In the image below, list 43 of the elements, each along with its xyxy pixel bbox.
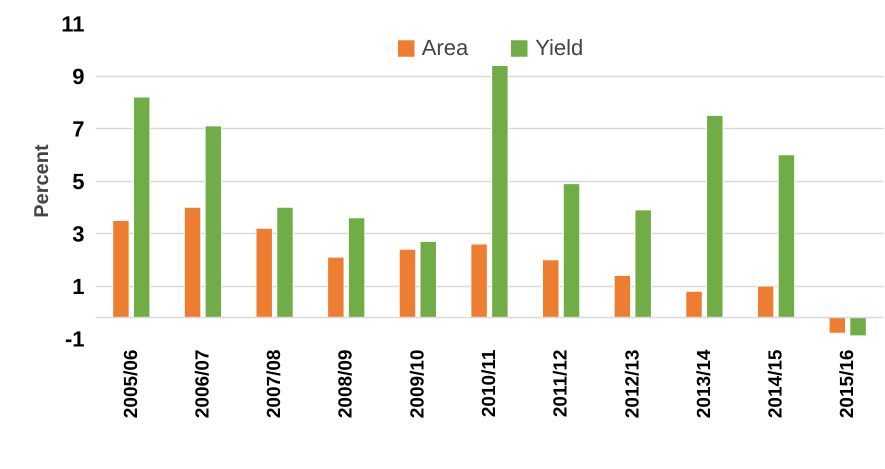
bar [327, 256, 345, 318]
x-tick-label: 2005/06 [120, 349, 142, 418]
y-tick-label: -1 [64, 326, 84, 352]
bar [348, 217, 366, 318]
x-tick-label: 2009/10 [407, 349, 428, 418]
bar [112, 220, 130, 318]
bar [542, 259, 560, 318]
legend-label: Yield [535, 35, 584, 61]
y-tick-label: 5 [72, 169, 85, 194]
bar [491, 65, 509, 318]
bar [706, 114, 724, 318]
bar [204, 125, 222, 318]
y-tick-label: 1 [72, 274, 85, 299]
bar [132, 96, 150, 318]
x-tick-label: 2010/11 [479, 349, 500, 418]
bar [420, 240, 437, 318]
bar [276, 206, 294, 318]
bar [828, 317, 846, 334]
x-tick-label: 2008/09 [336, 349, 357, 418]
x-tick-label: 2011/12 [550, 349, 572, 418]
y-tick-label: 7 [72, 116, 85, 142]
bar [614, 275, 632, 318]
bar [778, 154, 796, 318]
y-tick-label: 11 [61, 12, 85, 36]
x-tick-label: 2015/16 [837, 349, 858, 418]
y-tick-label: 9 [72, 64, 85, 89]
y-tick-label: 3 [72, 222, 85, 246]
x-tick-label: 2006/07 [192, 349, 214, 418]
bar [756, 286, 774, 318]
x-tick-label: 2014/15 [766, 349, 787, 418]
bar [184, 206, 202, 318]
bar [685, 290, 703, 318]
x-tick-label: 2007/08 [264, 349, 286, 418]
bar [255, 228, 273, 318]
bar [470, 244, 488, 318]
y-axis-title: Percent [31, 144, 54, 218]
bar [849, 317, 867, 336]
bar [634, 209, 652, 318]
legend-label: Area [422, 35, 468, 61]
bar [562, 183, 580, 318]
bar [398, 248, 416, 318]
x-tick-label: 2013/14 [694, 349, 715, 418]
x-tick-label: 2012/13 [622, 349, 644, 418]
